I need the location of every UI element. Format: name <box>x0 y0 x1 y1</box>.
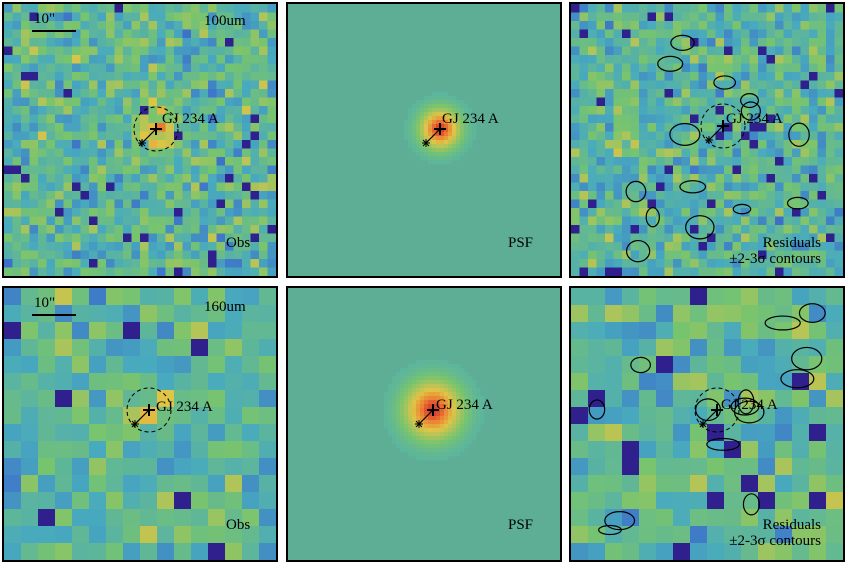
psf-label: PSF <box>508 517 534 533</box>
psf-map-160um <box>288 288 560 560</box>
scale-bar <box>32 30 76 32</box>
panel-residuals-160um: GJ 234 A Residuals ±2-3σ contours <box>569 286 845 562</box>
target-label: GJ 234 A <box>436 397 493 413</box>
source-markers <box>422 123 446 147</box>
residuals-label: Residuals <box>762 517 821 533</box>
panel-psf-160um: GJ 234 A PSF <box>286 286 562 562</box>
target-label: GJ 234 A <box>156 399 213 415</box>
contours-label: ±2-3σ contours <box>729 251 821 267</box>
residuals-label: Residuals <box>762 235 821 251</box>
obs-map-100um <box>4 4 276 276</box>
obs-map-160um <box>4 288 276 560</box>
scale-bar <box>32 314 76 316</box>
scale-label: 10" <box>34 11 56 27</box>
source-markers <box>133 106 179 152</box>
target-label: GJ 234 A <box>721 397 778 413</box>
residual-map-160um <box>571 288 843 560</box>
scale-label: 10" <box>34 295 56 311</box>
target-label: GJ 234 A <box>442 111 499 127</box>
source-markers <box>415 404 439 428</box>
panel-psf-100um: GJ 234 A PSF <box>286 2 562 278</box>
target-label: GJ 234 A <box>726 111 783 127</box>
panel-obs-100um: 10" 100um GJ 234 A Obs <box>2 2 278 278</box>
target-label: GJ 234 A <box>162 111 219 127</box>
source-markers <box>694 387 740 433</box>
obs-label: Obs <box>226 235 251 251</box>
obs-label: Obs <box>226 517 251 533</box>
residual-map-100um <box>571 4 843 276</box>
psf-map-100um <box>288 4 560 276</box>
psf-label: PSF <box>508 235 534 251</box>
band-label: 100um <box>204 13 246 29</box>
band-label: 160um <box>204 299 246 315</box>
source-markers <box>126 387 172 433</box>
panel-obs-160um: 10" 160um GJ 234 A Obs <box>2 286 278 562</box>
panel-residuals-100um: GJ 234 A Residuals ±2-3σ contours <box>569 2 845 278</box>
source-markers <box>700 103 746 149</box>
contours-label: ±2-3σ contours <box>729 533 821 549</box>
